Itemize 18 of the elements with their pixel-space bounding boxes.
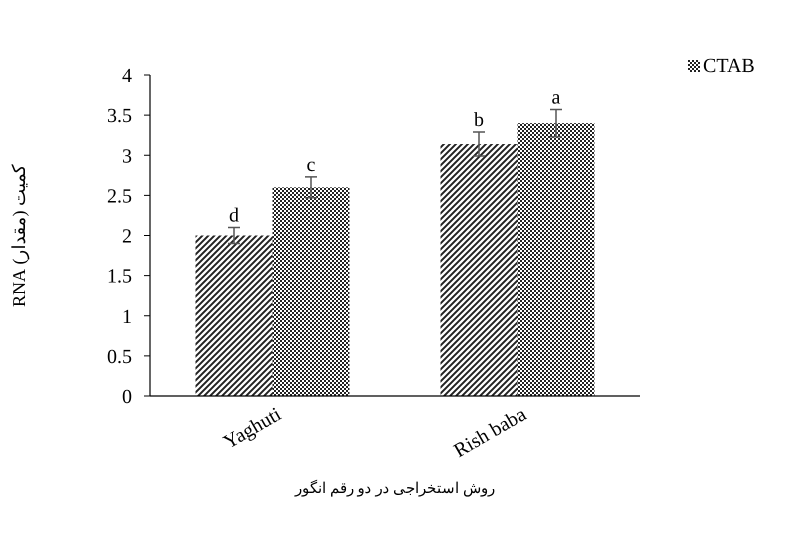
y-tick-label: 2 — [122, 226, 132, 248]
annotation: d — [229, 204, 239, 226]
annotation: c — [306, 154, 316, 176]
annotation: b — [474, 108, 484, 131]
x-axis-title: روش استخراجی در دو رقم انگور — [294, 479, 495, 497]
y-axis-title: کمیت (مقدار) RNA — [9, 164, 30, 308]
y-tick-label: 2.5 — [107, 185, 132, 208]
x-tick-label: Rish baba — [450, 403, 530, 462]
y-tick-label: 1 — [122, 306, 132, 328]
annotation: a — [552, 86, 561, 109]
y-tick-label: 3.5 — [107, 105, 132, 128]
y-tick-label: 0 — [122, 386, 132, 408]
y-tick-label: 0.5 — [107, 346, 132, 368]
y-tick-label: 4 — [122, 65, 132, 87]
y-tick-label: 1.5 — [107, 266, 132, 288]
y-tick-label: 3 — [122, 145, 132, 168]
legend-item: CTAB — [688, 55, 755, 77]
legend-label: CTAB — [703, 55, 755, 77]
